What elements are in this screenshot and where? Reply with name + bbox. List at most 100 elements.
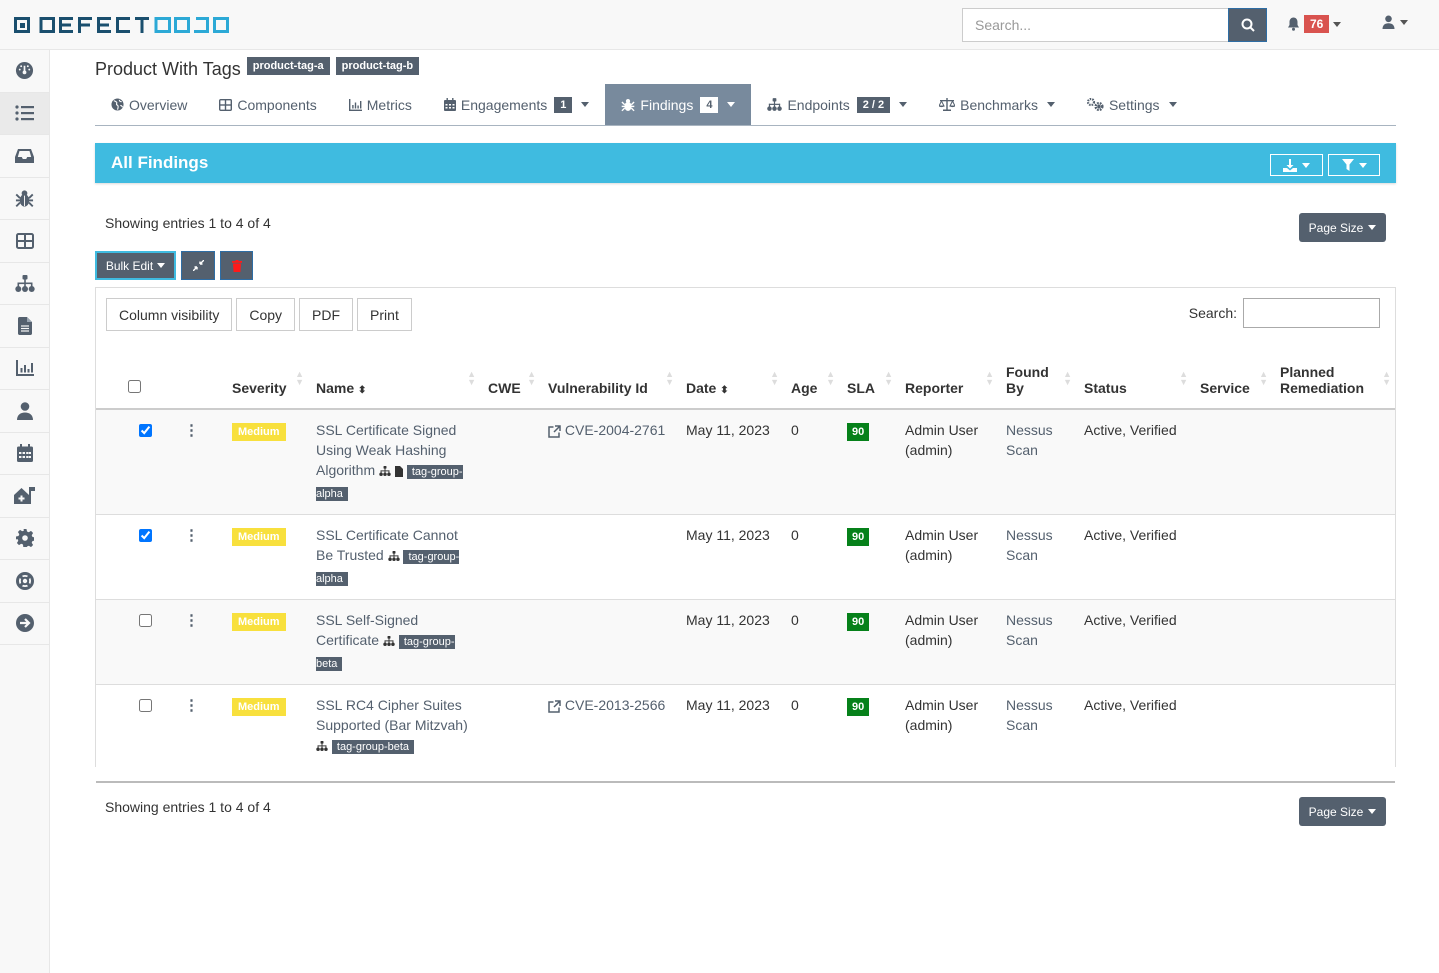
entries-info-bottom: Showing entries 1 to 4 of 4 bbox=[105, 799, 271, 815]
global-search-input[interactable] bbox=[962, 8, 1228, 42]
finding-name-link[interactable]: SSL Certificate Signed Using Weak Hashin… bbox=[316, 422, 457, 478]
column-header-found-by[interactable]: Found By ▲ ▼ bbox=[998, 348, 1076, 410]
sidebar-item-reports[interactable] bbox=[0, 305, 49, 348]
column-header-status[interactable]: Status ▲ ▼ bbox=[1076, 348, 1192, 410]
tab-endpoints[interactable]: Endpoints 2 / 2 bbox=[751, 84, 923, 125]
bulk-actions: Bulk Edit bbox=[95, 251, 253, 280]
row-actions-menu-icon[interactable]: ⋮ bbox=[184, 422, 199, 439]
sla-badge: 90 bbox=[847, 613, 870, 631]
row-select-checkbox[interactable] bbox=[139, 614, 152, 627]
sidebar-item-questionnaires[interactable] bbox=[0, 475, 49, 518]
bulk-edit-button[interactable]: Bulk Edit bbox=[95, 251, 176, 280]
column-header-reporter[interactable]: Reporter ▲ ▼ bbox=[897, 348, 998, 410]
tab-findings[interactable]: Findings 4 bbox=[605, 84, 752, 125]
table-search-input[interactable] bbox=[1243, 298, 1380, 328]
date-cell: May 11, 2023 bbox=[678, 514, 783, 600]
sidebar-item-collapse[interactable] bbox=[0, 603, 49, 645]
print-button[interactable]: Print bbox=[357, 298, 412, 331]
tab-metrics[interactable]: Metrics bbox=[333, 84, 428, 125]
finding-tag[interactable]: tag-group-beta bbox=[331, 740, 415, 754]
column-header-age[interactable]: Age ▲ ▼ bbox=[783, 348, 839, 410]
defectdojo-logo[interactable] bbox=[14, 13, 232, 37]
column-header-severity[interactable]: Severity ▲ ▼ bbox=[224, 348, 308, 410]
sidebar-item-help[interactable] bbox=[0, 560, 49, 603]
page-size-button-top[interactable]: Page Size bbox=[1299, 213, 1386, 242]
product-header: Product With Tags product-tag-a product-… bbox=[95, 56, 420, 80]
column-header-planned-remediation[interactable]: Planned Remediation ▲ ▼ bbox=[1272, 348, 1395, 410]
sort-icon: ▲ ▼ bbox=[826, 369, 835, 387]
column-header-service[interactable]: Service ▲ ▼ bbox=[1192, 348, 1272, 410]
column-header-cwe[interactable]: CWE ▲ ▼ bbox=[480, 348, 540, 410]
calendar-icon bbox=[16, 444, 33, 463]
endpoints-icon[interactable] bbox=[383, 636, 395, 647]
panel-actions bbox=[1270, 154, 1380, 176]
sort-icon: ▲ ▼ bbox=[665, 369, 674, 387]
copy-button[interactable]: Copy bbox=[236, 298, 296, 331]
filter-button[interactable] bbox=[1328, 154, 1380, 176]
sidebar-item-metrics[interactable] bbox=[0, 348, 49, 390]
sidebar-item-configuration[interactable] bbox=[0, 518, 49, 560]
product-tag[interactable]: product-tag-a bbox=[246, 56, 330, 75]
row-actions-menu-icon[interactable]: ⋮ bbox=[184, 612, 199, 629]
user-menu-button[interactable] bbox=[1382, 15, 1408, 29]
external-link-icon bbox=[548, 700, 561, 713]
findings-table-container: Column visibility Copy PDF Print Search:… bbox=[95, 287, 1396, 783]
delete-findings-button[interactable] bbox=[220, 251, 253, 280]
finding-name-link[interactable]: SSL RC4 Cipher Suites Supported (Bar Mit… bbox=[316, 697, 468, 733]
sidebar-item-endpoints[interactable] bbox=[0, 263, 49, 305]
tab-overview[interactable]: Overview bbox=[95, 84, 203, 125]
bug-icon bbox=[15, 190, 34, 207]
column-header-vulnerability-id[interactable]: Vulnerability Id ▲ ▼ bbox=[540, 348, 678, 410]
column-header-date[interactable]: Date ⬍ ▲ ▼ bbox=[678, 348, 783, 410]
tab-benchmarks[interactable]: Benchmarks bbox=[923, 84, 1071, 125]
vulnerability-id-link[interactable]: CVE-2013-2566 bbox=[564, 697, 666, 713]
severity-badge: Medium bbox=[232, 698, 286, 716]
global-search-button[interactable] bbox=[1228, 8, 1267, 42]
sla-badge: 90 bbox=[847, 528, 870, 546]
finding-name-link[interactable]: SSL Certificate Cannot Be Trusted bbox=[316, 527, 458, 563]
column-header-name[interactable]: Name ⬍ ▲ ▼ bbox=[308, 348, 480, 410]
endpoints-icon[interactable] bbox=[316, 741, 328, 752]
reporter-cell: Admin User (admin) bbox=[897, 599, 998, 685]
service-cell bbox=[1192, 514, 1272, 600]
row-select-checkbox[interactable] bbox=[139, 529, 152, 542]
select-all-checkbox[interactable] bbox=[128, 380, 141, 393]
global-search bbox=[962, 8, 1267, 42]
endpoints-icon[interactable] bbox=[379, 466, 391, 477]
age-cell: 0 bbox=[783, 514, 839, 600]
sidebar-item-products[interactable] bbox=[0, 92, 49, 135]
row-select-checkbox[interactable] bbox=[139, 699, 152, 712]
notifications-button[interactable]: 76 bbox=[1287, 15, 1342, 33]
row-actions-menu-icon[interactable]: ⋮ bbox=[184, 697, 199, 714]
tab-settings[interactable]: Settings bbox=[1071, 84, 1193, 125]
date-cell: May 11, 2023 bbox=[678, 684, 783, 783]
sidebar-item-calendar[interactable] bbox=[0, 433, 49, 475]
tab-components[interactable]: Components bbox=[203, 84, 332, 125]
product-tag[interactable]: product-tag-b bbox=[335, 56, 420, 75]
tab-engagements[interactable]: Engagements 1 bbox=[428, 84, 606, 125]
download-button[interactable] bbox=[1270, 154, 1323, 176]
reporter-cell: Admin User (admin) bbox=[897, 409, 998, 515]
sidebar-item-findings[interactable] bbox=[0, 178, 49, 220]
found-by-link[interactable]: Nessus Scan bbox=[1006, 697, 1053, 733]
sidebar-item-dashboard[interactable] bbox=[0, 50, 49, 93]
found-by-link[interactable]: Nessus Scan bbox=[1006, 527, 1053, 563]
endpoints-icon[interactable] bbox=[387, 551, 400, 562]
endpoints-count-badge: 2 / 2 bbox=[856, 96, 891, 113]
row-actions-menu-icon[interactable]: ⋮ bbox=[184, 527, 199, 544]
pdf-button[interactable]: PDF bbox=[299, 298, 354, 331]
row-select-checkbox[interactable] bbox=[139, 424, 152, 437]
vulnerability-id-link[interactable]: CVE-2004-2761 bbox=[564, 422, 666, 438]
sidebar-item-components[interactable] bbox=[0, 220, 49, 263]
column-visibility-button[interactable]: Column visibility bbox=[106, 298, 233, 331]
finding-name-link[interactable]: SSL Self-Signed Certificate bbox=[316, 612, 419, 648]
sidebar-item-users[interactable] bbox=[0, 390, 49, 433]
sort-icon: ▲ ▼ bbox=[770, 369, 779, 387]
column-header-sla[interactable]: SLA ▲ ▼ bbox=[839, 348, 897, 410]
merge-findings-button[interactable] bbox=[181, 251, 215, 280]
found-by-link[interactable]: Nessus Scan bbox=[1006, 612, 1053, 648]
page-size-button-bottom[interactable]: Page Size bbox=[1299, 797, 1386, 826]
found-by-link[interactable]: Nessus Scan bbox=[1006, 422, 1053, 458]
sidebar-item-engagements[interactable] bbox=[0, 135, 49, 178]
file-icon[interactable] bbox=[394, 465, 403, 477]
